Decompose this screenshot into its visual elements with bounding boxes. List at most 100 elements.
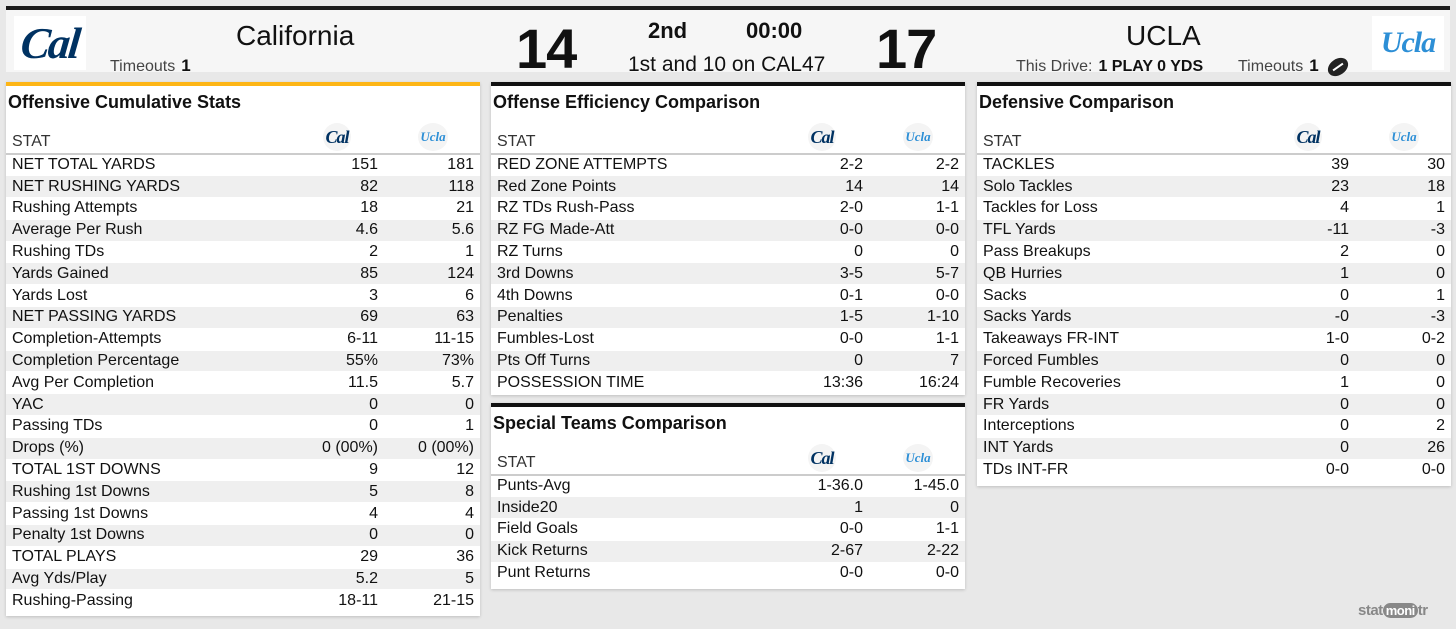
cal-value-cell: 5 xyxy=(288,480,384,504)
ucla-value-cell: 0 xyxy=(1355,393,1451,417)
stat-name-cell: Sacks xyxy=(977,284,1259,308)
cal-value-cell: 1 xyxy=(1259,371,1355,395)
stat-name-cell: Solo Tackles xyxy=(977,175,1259,199)
ucla-value-cell: 4 xyxy=(384,502,480,526)
stat-header: STAT xyxy=(491,116,773,155)
cal-value-cell: 18 xyxy=(288,197,384,220)
offensive-stats-panel: Offensive Cumulative Stats STAT Cal Ucla… xyxy=(6,82,480,616)
ucla-value-cell: 21-15 xyxy=(384,589,480,613)
ucla-value-cell: 14 xyxy=(869,175,965,199)
special-teams-body: Punts-Avg 1-36.0 1-45.0 Inside20 1 0 Field Goa… xyxy=(491,475,965,585)
ucla-value-cell: 0 xyxy=(384,524,480,547)
ucla-value-cell: 0 xyxy=(1355,350,1451,373)
table-row: TDs INT-FR 0-0 0-0 xyxy=(977,459,1451,482)
cal-value-cell: 4 xyxy=(288,502,384,526)
drive-value: 1 PLAY 0 YDS xyxy=(1098,58,1204,75)
table-row: RZ TDs Rush-Pass 2-0 1-1 xyxy=(491,197,965,220)
cal-value-cell: 0 xyxy=(1259,437,1355,460)
cal-column-header: Cal xyxy=(773,437,869,476)
stat-name-cell: INT Yards xyxy=(977,437,1259,460)
ucla-value-cell: 5.7 xyxy=(384,371,480,395)
stat-name-cell: Drops (%) xyxy=(6,437,288,460)
table-row: Fumble Recoveries 1 0 xyxy=(977,371,1451,395)
ucla-value-cell: 181 xyxy=(384,154,480,177)
ucla-value-cell: 2-2 xyxy=(869,154,965,177)
ucla-value-cell: 36 xyxy=(384,546,480,569)
table-row: Pass Breakups 2 0 xyxy=(977,241,1451,264)
home-score: 14 xyxy=(516,17,577,80)
home-timeouts-label: Timeouts xyxy=(110,58,176,75)
table-row: Tackles for Loss 4 1 xyxy=(977,197,1451,220)
cal-column-header: Cal xyxy=(773,116,869,155)
stat-name-cell: Avg Yds/Play xyxy=(6,568,288,591)
stat-name-cell: 4th Downs xyxy=(491,284,773,308)
ucla-value-cell: 73% xyxy=(384,350,480,373)
ucla-value-cell: 0-0 xyxy=(869,219,965,242)
cal-value-cell: -0 xyxy=(1259,306,1355,329)
ucla-value-cell: 11-15 xyxy=(384,328,480,351)
ucla-value-cell: 30 xyxy=(1355,154,1451,177)
cal-value-cell: 4 xyxy=(1259,197,1355,220)
defensive-body: TACKLES 39 30 Solo Tackles 23 18 Tackles for L… xyxy=(977,154,1451,482)
efficiency-table: STAT Cal Ucla RED ZONE ATTEMPTS 2-2 2-2 Red… xyxy=(491,116,965,395)
table-row: QB Hurries 1 0 xyxy=(977,262,1451,286)
cal-value-cell: 0 xyxy=(288,415,384,438)
stat-name-cell: TOTAL PLAYS xyxy=(6,546,288,569)
panel-title: Defensive Comparison xyxy=(979,92,1175,112)
stat-name-cell: Tackles for Loss xyxy=(977,197,1259,220)
table-row: Punt Returns 0-0 0-0 xyxy=(491,562,965,585)
quarter: 2nd xyxy=(648,18,688,43)
ucla-value-cell: 2-22 xyxy=(869,540,965,563)
stat-name-cell: Penalty 1st Downs xyxy=(6,524,288,547)
table-row: 4th Downs 0-1 0-0 xyxy=(491,284,965,308)
cal-value-cell: 14 xyxy=(773,175,869,199)
ucla-value-cell: 0-0 xyxy=(869,284,965,308)
cal-value-cell: 6-11 xyxy=(288,328,384,351)
ucla-value-cell: 1 xyxy=(384,415,480,438)
table-row: Yards Gained 85 124 xyxy=(6,262,480,286)
ucla-value-cell: 0 xyxy=(869,496,965,520)
table-row: Completion Percentage 55% 73% xyxy=(6,350,480,373)
ucla-logo-text: Ucla xyxy=(1380,26,1436,59)
stat-name-cell: Passing 1st Downs xyxy=(6,502,288,526)
statmonitr-logo: stat moni tr xyxy=(1358,602,1428,619)
stat-name-cell: Penalties xyxy=(491,306,773,329)
table-row: Punts-Avg 1-36.0 1-45.0 xyxy=(491,475,965,498)
ucla-value-cell: 1-1 xyxy=(869,197,965,220)
panel-title: Offense Efficiency Comparison xyxy=(493,92,761,112)
stat-name-cell: FR Yards xyxy=(977,393,1259,417)
panel-title: Offensive Cumulative Stats xyxy=(8,92,242,112)
stat-name-cell: RED ZONE ATTEMPTS xyxy=(491,154,773,177)
stat-name-cell: NET TOTAL YARDS xyxy=(6,154,288,177)
stat-name-cell: Rushing 1st Downs xyxy=(6,480,288,504)
cal-logo-small: Cal xyxy=(323,123,351,151)
table-row: TOTAL 1ST DOWNS 9 12 xyxy=(6,459,480,482)
cal-value-cell: 0-0 xyxy=(773,328,869,351)
stat-name-cell: Fumbles-Lost xyxy=(491,328,773,351)
home-team-name: California xyxy=(236,20,355,51)
table-row: Rushing-Passing 18-11 21-15 xyxy=(6,589,480,613)
ucla-value-cell: 0 xyxy=(1355,241,1451,264)
cal-logo-small: Cal xyxy=(1294,123,1322,151)
ucla-value-cell: 124 xyxy=(384,262,480,286)
stat-header: STAT xyxy=(977,116,1259,155)
stat-name-cell: TDs INT-FR xyxy=(977,459,1259,482)
stat-header: STAT xyxy=(6,116,288,155)
cal-value-cell: 0-0 xyxy=(773,562,869,585)
away-score: 17 xyxy=(876,17,937,80)
cal-value-cell: 3 xyxy=(288,284,384,308)
table-row: Kick Returns 2-67 2-22 xyxy=(491,540,965,563)
cal-logo-text: Cal xyxy=(18,18,82,68)
this-drive: This Drive: 1 PLAY 0 YDS xyxy=(1016,58,1203,76)
cal-value-cell: 0 xyxy=(288,393,384,417)
cal-value-cell: 3-5 xyxy=(773,262,869,286)
cal-value-cell: 11.5 xyxy=(288,371,384,395)
table-row: RZ Turns 0 0 xyxy=(491,241,965,264)
offensive-stats-table: STAT Cal Ucla NET TOTAL YARDS 151 181 NET R… xyxy=(6,116,480,613)
table-row: Sacks Yards -0 -3 xyxy=(977,306,1451,329)
cal-value-cell: 0-1 xyxy=(773,284,869,308)
special-teams-panel: Special Teams Comparison STAT Cal Ucla P… xyxy=(491,403,965,589)
home-timeouts-value: 1 xyxy=(181,56,191,75)
stat-name-cell: Punt Returns xyxy=(491,562,773,585)
away-timeouts: Timeouts 1 xyxy=(1238,53,1352,80)
